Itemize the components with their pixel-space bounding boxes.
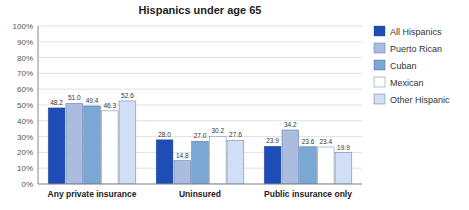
data-label: 27.6 [229,131,242,138]
bar [300,147,317,184]
data-label: 51.0 [68,94,81,101]
bar [156,140,173,184]
bar [101,111,118,184]
data-label: 23.9 [266,137,279,144]
legend-swatch [374,26,385,36]
x-axis-line [38,184,362,185]
y-tick-label: 60% [17,85,33,94]
y-axis-line [38,26,39,184]
legend-swatch [374,60,385,70]
legend-label: Other Hispanic [390,95,450,105]
grid-line [38,41,362,42]
x-tick-label: Any private insurance [48,189,137,199]
bar [84,106,101,184]
y-tick-label: 90% [17,38,33,47]
legend-swatch [374,94,385,104]
bar [174,161,191,184]
legend-swatch [374,43,385,53]
y-tick-label: 20% [17,148,33,157]
legend-label: Puerto Rican [390,44,442,54]
grid-line [38,105,362,106]
bar [209,136,226,184]
data-label: 27.0 [194,132,207,139]
y-tick-label: 10% [17,164,33,173]
bar [192,141,209,184]
bar [48,108,65,184]
grid-line [38,89,362,90]
grid-line [38,184,362,185]
legend-label: Mexican [390,78,424,88]
y-tick-label: 50% [17,101,33,110]
y-tick-label: 30% [17,133,33,142]
bar [317,147,334,184]
grid [38,26,362,184]
bar [335,153,352,184]
x-tick-label: Public insurance only [264,189,352,199]
bar [66,103,83,184]
bars [48,101,352,184]
y-tick-label: 80% [17,54,33,63]
legend-swatch [374,77,385,87]
bar [227,140,244,184]
data-labels: 48.2 28.0 23.9 51.0 14.8 34.2 49.4 27.0 23.6 46.3… [50,92,350,159]
y-tick-label: 40% [17,117,33,126]
legend: All Hispanics Puerto Rican Cuban Mexican Oth… [374,26,450,105]
y-tick-label: 0% [21,180,33,189]
data-label: 48.2 [50,99,63,106]
data-label: 19.9 [337,144,350,151]
bar [264,146,281,184]
x-tick-label: Uninsured [179,189,221,199]
data-label: 14.8 [176,152,189,159]
data-label: 23.4 [319,138,332,145]
data-label: 23.6 [302,138,315,145]
y-tick-label: 70% [17,69,33,78]
data-label: 34.2 [284,121,297,128]
bar [282,130,299,184]
legend-label: Cuban [390,61,417,71]
chart-container: Hispanics under age 65 0% 10% 20% 30% 40% 50% 6… [0,0,469,210]
data-label: 28.0 [158,131,171,138]
data-label: 49.4 [86,97,99,104]
grid-line [38,57,362,58]
data-label: 52.6 [121,92,134,99]
data-label: 30.2 [211,127,224,134]
chart-svg: Hispanics under age 65 0% 10% 20% 30% 40% 50% 6… [0,0,469,210]
y-tick-label: 100% [13,22,33,31]
data-label: 46.3 [103,102,116,109]
grid-line [38,73,362,74]
legend-label: All Hispanics [390,27,442,37]
bar [119,101,136,184]
grid-line [38,26,362,27]
chart-title: Hispanics under age 65 [139,4,262,16]
